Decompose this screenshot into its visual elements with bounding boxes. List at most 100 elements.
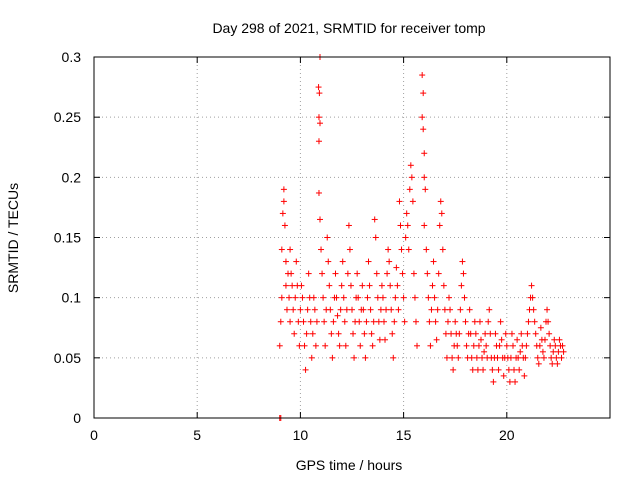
data-point xyxy=(490,378,497,385)
x-tick-label: 10 xyxy=(293,427,309,443)
data-point xyxy=(509,342,516,349)
data-point xyxy=(450,366,457,373)
data-point xyxy=(364,294,371,301)
data-point xyxy=(281,222,288,229)
data-point xyxy=(507,354,514,361)
data-point xyxy=(396,198,403,205)
y-tick-label: 0.1 xyxy=(62,290,82,306)
data-point xyxy=(340,294,347,301)
data-point xyxy=(541,336,548,343)
data-point xyxy=(421,150,428,157)
data-point xyxy=(388,306,395,313)
data-point xyxy=(441,306,448,313)
data-point xyxy=(310,294,317,301)
data-point xyxy=(277,318,284,325)
data-point xyxy=(292,294,299,301)
data-point xyxy=(371,216,378,223)
data-point xyxy=(467,330,474,337)
data-point xyxy=(424,270,431,277)
data-point xyxy=(336,342,343,349)
data-point xyxy=(512,378,519,385)
data-point xyxy=(409,198,416,205)
data-point xyxy=(419,72,426,79)
data-point xyxy=(282,258,289,265)
data-point xyxy=(338,282,345,289)
data-point xyxy=(528,282,535,289)
data-point xyxy=(447,306,454,313)
y-tick-label: 0 xyxy=(73,410,81,426)
x-tick-label: 15 xyxy=(396,427,412,443)
data-point xyxy=(401,318,408,325)
data-point xyxy=(431,294,438,301)
data-point xyxy=(356,318,363,325)
data-point xyxy=(524,330,531,337)
data-point xyxy=(311,306,318,313)
data-point xyxy=(436,222,443,229)
data-point xyxy=(398,246,405,253)
data-point xyxy=(430,258,437,265)
data-point xyxy=(476,318,483,325)
data-point xyxy=(560,348,567,355)
y-tick-label: 0.25 xyxy=(54,109,81,125)
data-point xyxy=(457,306,464,313)
data-point xyxy=(361,330,368,337)
data-point xyxy=(429,282,436,289)
data-point xyxy=(492,330,499,337)
data-point xyxy=(517,348,524,355)
data-point xyxy=(535,360,542,367)
data-point xyxy=(440,282,447,289)
data-point xyxy=(432,318,439,325)
data-point xyxy=(428,306,435,313)
data-point xyxy=(296,342,303,349)
data-point xyxy=(300,318,307,325)
data-point xyxy=(342,342,349,349)
data-point xyxy=(391,318,398,325)
data-point xyxy=(470,342,477,349)
data-point xyxy=(482,330,489,337)
data-point xyxy=(368,330,375,337)
data-point xyxy=(407,162,414,169)
data-point xyxy=(555,348,562,355)
data-point xyxy=(298,282,305,289)
data-point xyxy=(369,342,376,349)
data-point xyxy=(337,306,344,313)
data-point xyxy=(446,294,453,301)
data-point xyxy=(316,90,323,97)
data-point xyxy=(305,270,312,277)
data-point xyxy=(459,258,466,265)
data-point xyxy=(399,270,406,277)
data-point xyxy=(360,306,367,313)
data-point xyxy=(405,246,412,253)
data-point xyxy=(376,336,383,343)
data-point xyxy=(370,318,377,325)
data-point xyxy=(363,318,370,325)
data-point xyxy=(530,306,537,313)
data-point xyxy=(438,210,445,217)
data-point xyxy=(548,354,555,361)
data-point xyxy=(335,330,342,337)
data-point xyxy=(554,360,561,367)
data-point xyxy=(427,342,434,349)
data-point xyxy=(545,318,552,325)
points-layer xyxy=(276,54,567,421)
data-point xyxy=(532,330,539,337)
data-point xyxy=(420,90,427,97)
data-point xyxy=(382,336,389,343)
data-point xyxy=(498,336,505,343)
data-point xyxy=(313,318,320,325)
data-point xyxy=(392,294,399,301)
data-point xyxy=(556,336,563,343)
data-point xyxy=(536,342,543,349)
data-point xyxy=(496,342,503,349)
data-point xyxy=(354,270,361,277)
data-point xyxy=(531,318,538,325)
data-point xyxy=(487,330,494,337)
data-point xyxy=(474,366,481,373)
data-point xyxy=(549,360,556,367)
data-point xyxy=(383,306,390,313)
data-point xyxy=(479,354,486,361)
data-point xyxy=(486,306,493,313)
data-point xyxy=(297,306,304,313)
data-point xyxy=(452,318,459,325)
